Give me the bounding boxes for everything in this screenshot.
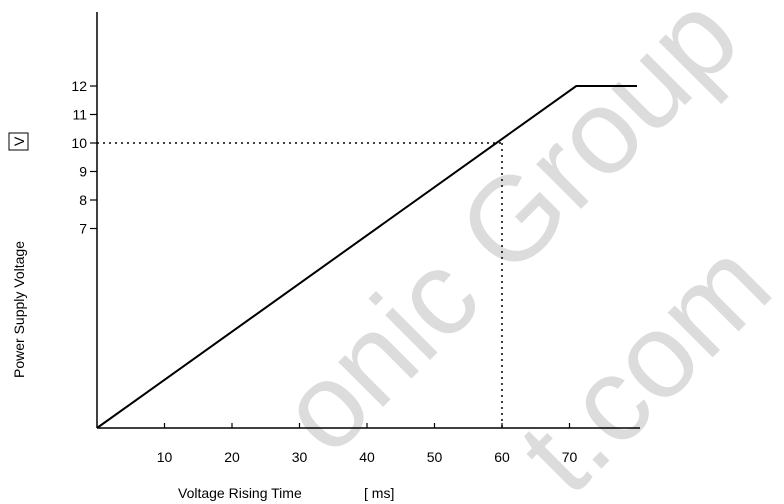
x-tick-label: 70 [562,449,578,465]
series-group [96,85,637,429]
x-tick-label: 20 [224,449,240,465]
y-ticks: 7 8 9 10 11 12 [71,78,97,237]
reference-lines [97,142,503,428]
y-tick-label: 9 [79,164,87,180]
x-tick-label: 40 [359,449,375,465]
x-tick-label: 30 [292,449,308,465]
x-tick-label: 50 [427,449,443,465]
x-ticks: 10 20 30 40 50 60 70 [157,423,578,465]
y-tick-label: 7 [79,221,87,237]
y-axis-title: Power Supply Voltage [11,241,27,378]
y-tick-label: 10 [71,135,87,151]
y-axis-unit-box [8,132,29,151]
y-tick-label: 12 [71,78,87,94]
x-axis-unit: [ ms] [364,485,394,501]
x-tick-label: 60 [494,449,510,465]
x-axis-title: Voltage Rising Time [178,485,302,501]
y-axis-title-group: Power Supply Voltage V [8,132,29,378]
x-tick-label: 10 [157,449,173,465]
y-tick-label: 8 [79,192,87,208]
series-line [96,85,637,429]
y-axis-unit: V [11,136,27,146]
y-tick-label: 11 [72,107,87,123]
